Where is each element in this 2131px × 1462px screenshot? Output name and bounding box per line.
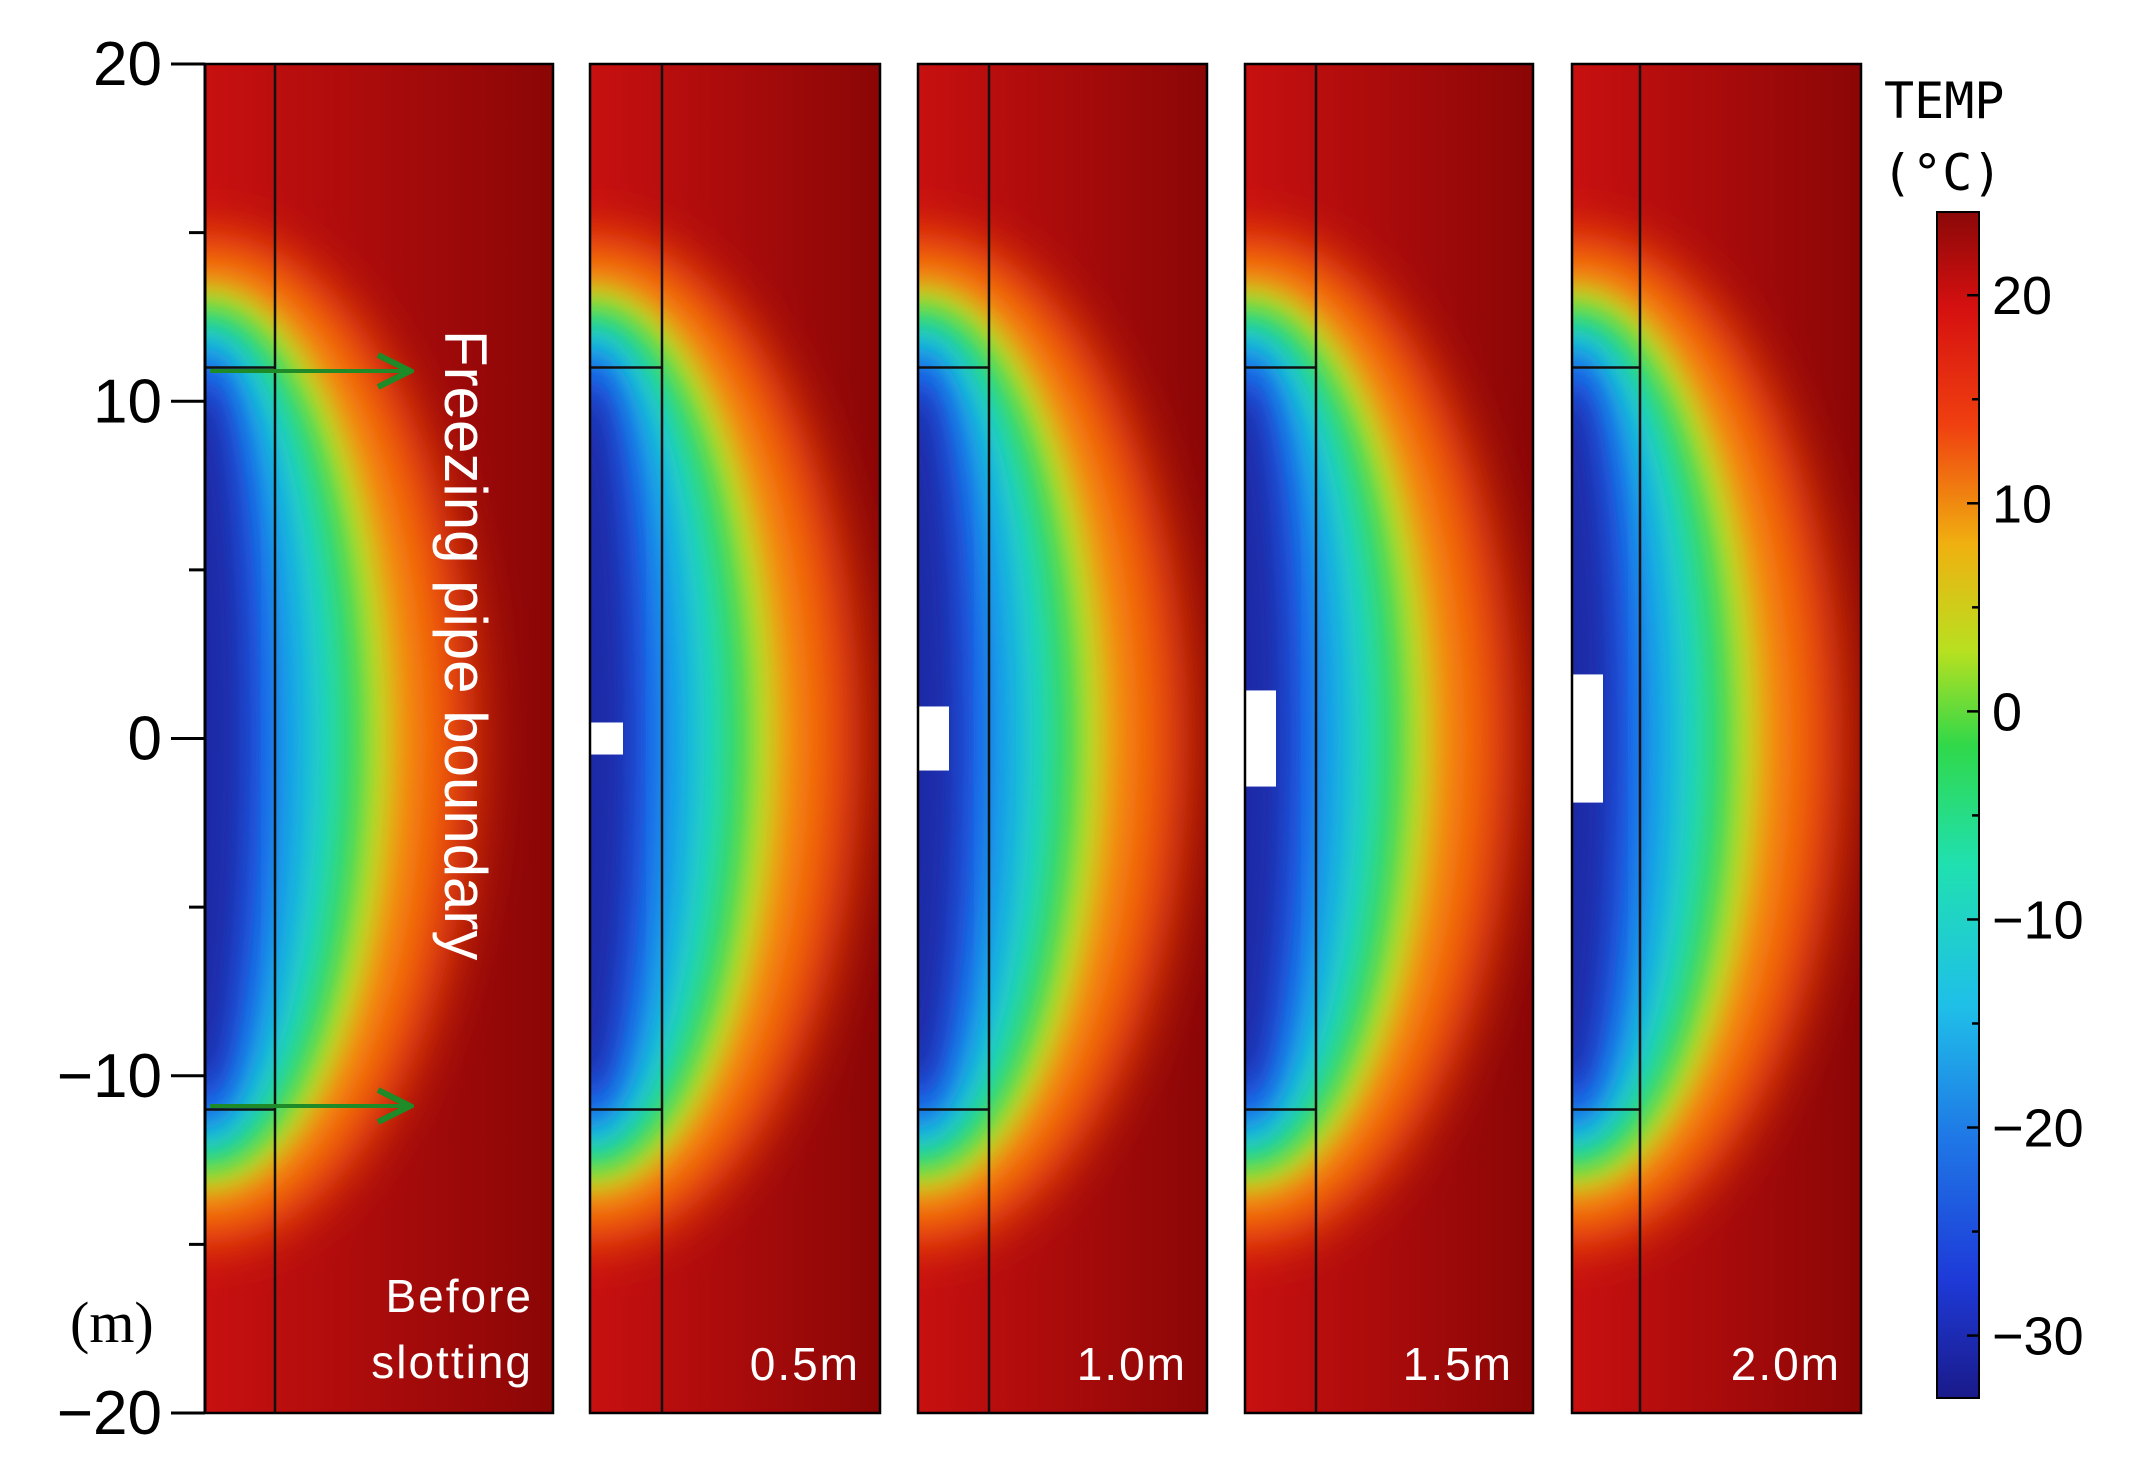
- isotherm-band: [205, 387, 245, 1090]
- colorbar-tick-label: −20: [1992, 1099, 2084, 1159]
- y-axis: 20 10 0 −10 −20: [57, 30, 207, 1448]
- y-tick-label: 0: [128, 705, 162, 774]
- slot-notch: [588, 722, 623, 755]
- colorbar-tick-label: −10: [1992, 890, 2084, 950]
- slot-notch: [1570, 674, 1603, 803]
- panel-2: 1.0m: [916, 62, 1209, 1415]
- panel-label: 1.5m: [1403, 1338, 1513, 1390]
- contour-panels: Before slotting 0.5m 1.0m 1.5m 2.0m: [203, 62, 1863, 1415]
- y-unit-label: (m): [70, 1290, 154, 1355]
- panel-label: Before slotting: [371, 1270, 533, 1388]
- colorbar-gradient: [1936, 211, 1980, 1399]
- panel-label: 1.0m: [1077, 1338, 1187, 1390]
- colorbar-tick-label: 10: [1992, 474, 2052, 534]
- panel-frame: [916, 62, 1209, 1415]
- colorbar-unit: (°C): [1882, 144, 2002, 202]
- panel-4: 2.0m: [1570, 62, 1863, 1415]
- freezing-pipe-annotation: Freezing pipe boundary: [432, 330, 499, 960]
- colorbar-tick-label: 20: [1992, 266, 2052, 326]
- y-tick-label: −20: [57, 1379, 162, 1448]
- y-tick-label: 20: [93, 30, 162, 99]
- panel-3: 1.5m: [1243, 62, 1535, 1415]
- panel-label: 2.0m: [1731, 1338, 1841, 1390]
- colorbar-title: TEMP: [1884, 72, 2004, 130]
- colorbar-tick-label: 0: [1992, 682, 2022, 742]
- panel-label: 0.5m: [750, 1338, 860, 1390]
- y-tick-label: −10: [57, 1042, 162, 1111]
- colorbar-tick-label: −30: [1992, 1307, 2084, 1367]
- slot-notch: [1243, 690, 1276, 787]
- colorbar: TEMP (°C) 20 10 0 −10 −20 −30: [1882, 72, 2084, 1399]
- panel-frame: [1570, 62, 1863, 1415]
- panel-frame: [1243, 62, 1535, 1415]
- panel-0: Before slotting: [203, 62, 555, 1415]
- slot-notch: [916, 706, 949, 771]
- panel-1: 0.5m: [588, 62, 882, 1415]
- panel-frame: [588, 62, 882, 1415]
- y-tick-label: 10: [93, 367, 162, 436]
